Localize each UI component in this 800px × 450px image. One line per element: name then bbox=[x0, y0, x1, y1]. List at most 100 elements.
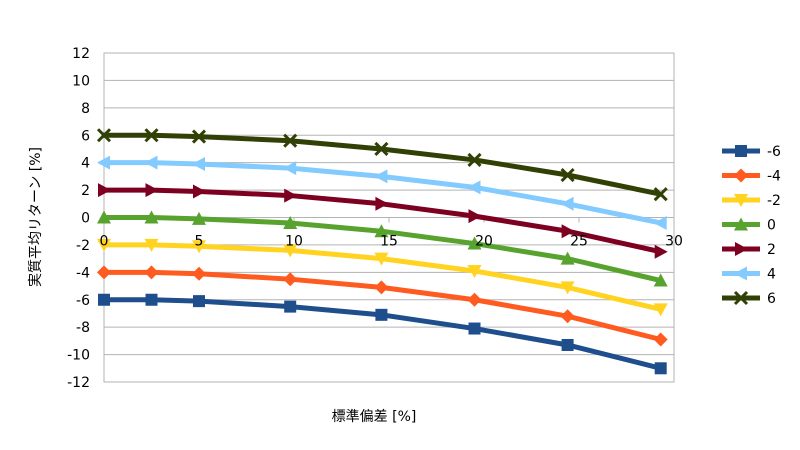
data-point bbox=[375, 196, 389, 211]
data-point bbox=[374, 169, 388, 184]
legend-marker bbox=[734, 194, 748, 207]
data-point bbox=[467, 180, 481, 195]
data-point bbox=[192, 157, 205, 172]
data-point bbox=[374, 252, 389, 266]
data-point bbox=[560, 281, 575, 295]
data-point bbox=[653, 332, 668, 347]
series-line bbox=[101, 297, 664, 371]
x-tick-label: 15 bbox=[380, 234, 398, 250]
data-point bbox=[560, 251, 575, 265]
data-point bbox=[561, 224, 575, 239]
data-point bbox=[97, 265, 111, 280]
series-line bbox=[101, 132, 664, 197]
data-point bbox=[560, 309, 575, 324]
legend-marker bbox=[734, 168, 748, 183]
y-tick-label: 0 bbox=[81, 211, 90, 227]
data-point bbox=[467, 236, 482, 250]
data-point bbox=[144, 238, 159, 252]
data-point bbox=[467, 152, 482, 167]
series-line bbox=[101, 160, 664, 226]
data-point bbox=[98, 293, 110, 306]
data-point bbox=[654, 362, 667, 375]
x-tick-label: 5 bbox=[195, 234, 204, 250]
x-tick-label: 20 bbox=[475, 234, 493, 250]
legend-marker bbox=[734, 266, 747, 281]
x-tick-label: 0 bbox=[100, 234, 109, 250]
data-point bbox=[283, 133, 298, 148]
data-point bbox=[374, 280, 389, 295]
data-point bbox=[97, 155, 110, 170]
data-point bbox=[191, 129, 207, 144]
series--2 bbox=[97, 238, 668, 317]
data-point bbox=[145, 183, 159, 198]
data-point bbox=[375, 308, 388, 321]
data-point bbox=[283, 244, 298, 258]
data-point bbox=[98, 183, 111, 198]
x-tick-labels: 0 5 10 15 20 25 30 bbox=[100, 234, 683, 250]
data-point bbox=[467, 292, 482, 307]
y-tick-label: -8 bbox=[76, 320, 90, 336]
y-tick-label: -4 bbox=[76, 265, 90, 281]
y-tick-label: -6 bbox=[76, 293, 90, 309]
legend-label: -4 bbox=[767, 169, 781, 185]
legend-item: -4 bbox=[722, 168, 781, 185]
y-tick-label: -10 bbox=[67, 348, 90, 364]
data-point bbox=[653, 187, 668, 202]
data-point bbox=[468, 209, 482, 224]
data-point bbox=[192, 240, 206, 254]
series-6 bbox=[96, 128, 668, 202]
data-point bbox=[97, 210, 111, 224]
data-point bbox=[560, 196, 574, 211]
legend-label: 2 bbox=[767, 242, 776, 258]
legend-label: -2 bbox=[767, 193, 781, 209]
legend-item: -6 bbox=[722, 144, 781, 160]
series-layer bbox=[96, 128, 668, 375]
data-point bbox=[144, 265, 159, 280]
data-point bbox=[145, 293, 158, 306]
y-tick-label: 10 bbox=[72, 73, 90, 89]
data-point bbox=[653, 215, 667, 230]
y-tick-label: -2 bbox=[76, 238, 90, 254]
x-tick-label: 25 bbox=[570, 234, 588, 250]
series-line bbox=[101, 242, 664, 312]
data-point bbox=[96, 128, 112, 143]
y-tick-label: 2 bbox=[81, 183, 90, 199]
y-tick-labels: 12 10 8 6 4 2 0 -2 -4 -6 -8 -10 -12 bbox=[67, 46, 90, 391]
y-axis-title: 実質平均リターン [%] bbox=[28, 147, 44, 287]
data-point bbox=[284, 300, 297, 313]
legend-label: 4 bbox=[767, 267, 776, 283]
series-line bbox=[101, 215, 664, 284]
series--4 bbox=[97, 265, 668, 347]
series-line bbox=[101, 269, 664, 343]
data-point bbox=[374, 224, 389, 238]
y-tick-label: 12 bbox=[72, 46, 90, 62]
data-point bbox=[653, 303, 668, 317]
data-point bbox=[467, 264, 482, 278]
legend-item: 4 bbox=[722, 266, 776, 283]
legend-item: 2 bbox=[722, 242, 776, 258]
data-point bbox=[283, 161, 297, 176]
data-point bbox=[192, 211, 206, 225]
legend-label: 6 bbox=[767, 291, 776, 307]
legend: -6 -4 -2 0 2 4 6 bbox=[722, 144, 781, 307]
series--6 bbox=[98, 293, 667, 375]
legend-marker bbox=[735, 145, 747, 157]
data-point bbox=[144, 155, 158, 170]
legend-item: -2 bbox=[722, 193, 781, 209]
data-point bbox=[97, 238, 111, 252]
legend-item: 6 bbox=[722, 290, 776, 307]
y-tick-label: 8 bbox=[81, 101, 90, 117]
series-line bbox=[101, 187, 664, 255]
x-tick-label: 30 bbox=[665, 234, 683, 250]
series-2 bbox=[98, 183, 668, 259]
data-point bbox=[283, 215, 298, 229]
legend-marker bbox=[733, 290, 749, 306]
legend-marker bbox=[734, 217, 748, 231]
data-point bbox=[654, 244, 668, 259]
data-point bbox=[144, 128, 159, 143]
data-point bbox=[284, 188, 298, 203]
x-axis-title: 標準偏差 [%] bbox=[332, 409, 417, 425]
series-4 bbox=[97, 155, 667, 230]
